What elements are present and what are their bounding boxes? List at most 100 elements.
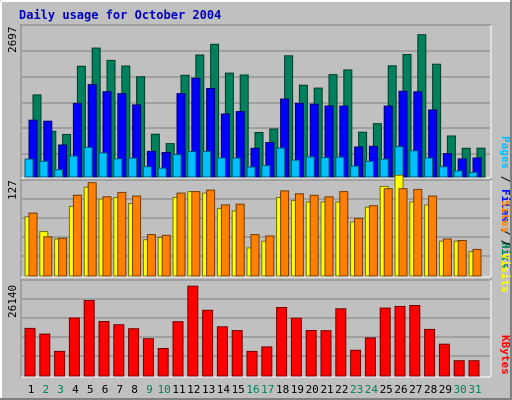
sites-bar <box>102 196 112 277</box>
day-label: 17 <box>261 383 274 396</box>
sites-bar <box>132 195 142 277</box>
legend-visits: Visits <box>499 253 512 293</box>
legend-kbytes: KBytes <box>499 335 512 375</box>
sites-bar <box>354 217 364 277</box>
legend-hits: Hits <box>499 242 512 269</box>
day-label: 7 <box>116 383 123 396</box>
day-labels: 1 2 3 4 5 6 7 8 9 10 11 12 13 14 15 16 17 18 19 20 21 22 23 24 2… <box>28 383 482 396</box>
pages-bar <box>350 165 360 178</box>
kbytes-bar <box>98 321 110 377</box>
pages-bar <box>216 157 226 178</box>
pages-bar <box>68 155 78 178</box>
day-label: 26 <box>394 383 407 396</box>
kbytes-bar <box>68 317 80 377</box>
kbytes-bar <box>276 307 288 377</box>
pages-bar <box>231 157 241 178</box>
sites-bar <box>87 182 97 277</box>
kbytes-bar <box>453 360 465 377</box>
pages-bar <box>320 157 330 178</box>
day-label: 8 <box>131 383 138 396</box>
pages-bar <box>142 166 152 178</box>
kbytes-bar <box>172 321 184 377</box>
pages-bar <box>39 160 49 178</box>
pages-bar <box>83 146 93 178</box>
bot-bars <box>24 285 480 377</box>
pages-bar <box>128 157 138 178</box>
top-bars <box>24 34 486 178</box>
day-label: 29 <box>439 383 452 396</box>
pages-bar <box>305 156 315 178</box>
day-label: 4 <box>72 383 79 396</box>
legend-pages: Pages <box>499 136 512 169</box>
day-label: 2 <box>42 383 49 396</box>
sites-bar <box>146 234 156 277</box>
sites-bar <box>220 204 230 277</box>
kbytes-bar <box>424 328 436 377</box>
pages-bar <box>379 158 389 178</box>
sites-bar <box>442 238 452 277</box>
sites-bar <box>428 195 438 277</box>
day-label: 19 <box>291 383 304 396</box>
day-label: 31 <box>468 383 481 396</box>
pages-bar <box>409 150 419 178</box>
day-label: 12 <box>187 383 200 396</box>
day-label: 16 <box>246 383 259 396</box>
kbytes-bar <box>216 326 228 377</box>
sites-bar <box>43 236 53 277</box>
pages-bar <box>246 166 256 178</box>
kbytes-bar <box>468 360 480 377</box>
legend-sites: Sites <box>499 200 512 233</box>
pages-bar <box>202 150 212 178</box>
sites-bar <box>191 191 201 277</box>
sites-bar <box>280 190 290 277</box>
day-label: 11 <box>172 383 185 396</box>
sites-bar <box>383 188 393 277</box>
sites-bar <box>206 189 216 277</box>
pages-bar <box>453 170 463 178</box>
sites-bar <box>72 194 82 277</box>
kbytes-bar <box>142 338 154 377</box>
sites-bar <box>294 193 304 277</box>
kbytes-bar <box>305 330 317 377</box>
kbytes-bar <box>128 328 140 377</box>
pages-bar <box>54 169 64 178</box>
mid-bars <box>24 174 482 277</box>
kbytes-bar <box>261 346 273 377</box>
top-ymax-label: 2697 <box>6 27 19 54</box>
sites-bar <box>398 188 408 277</box>
sites-bar <box>472 248 482 277</box>
day-label: 15 <box>232 383 245 396</box>
kbytes-bar <box>187 285 199 377</box>
sites-bar <box>368 205 378 277</box>
day-label: 27 <box>409 383 422 396</box>
day-label: 30 <box>454 383 467 396</box>
day-label: 9 <box>146 383 153 396</box>
day-label: 6 <box>102 383 109 396</box>
kbytes-bar <box>335 308 347 377</box>
day-label: 20 <box>306 383 319 396</box>
sites-bar <box>58 237 68 277</box>
sites-bar <box>235 203 245 277</box>
day-label: 21 <box>320 383 333 396</box>
bot-legend: KBytes <box>499 335 512 375</box>
day-label: 1 <box>28 383 35 396</box>
sites-bar <box>413 188 423 277</box>
sites-bar <box>176 192 186 277</box>
sites-bar <box>161 234 171 277</box>
sites-bar <box>457 240 467 277</box>
pages-bar <box>187 151 197 178</box>
day-label: 24 <box>365 383 379 396</box>
chart-title: Daily usage for October 2004 <box>19 8 221 22</box>
sites-bar <box>324 196 334 277</box>
legend-files: Files <box>499 189 512 222</box>
kbytes-bar <box>246 350 258 377</box>
sites-bar <box>117 191 127 277</box>
kbytes-bar <box>320 330 332 377</box>
pages-bar <box>438 166 448 178</box>
sites-bar <box>309 194 319 277</box>
pages-bar <box>290 159 300 178</box>
sites-bar <box>265 235 275 277</box>
pages-bar <box>364 160 374 178</box>
pages-bar <box>335 156 345 178</box>
